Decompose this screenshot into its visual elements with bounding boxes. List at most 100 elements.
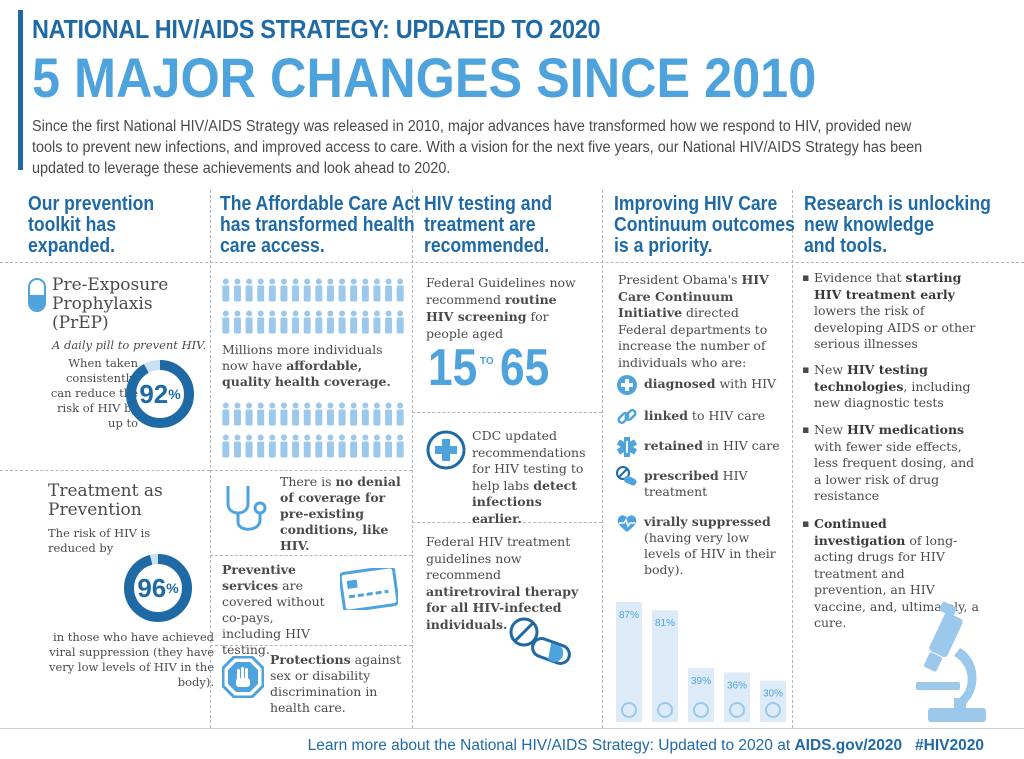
research-bold: starting HIV treatment early — [814, 270, 962, 302]
heading-line: new knowledge — [804, 214, 935, 236]
person-icon — [268, 434, 276, 458]
treatment-guidelines-text: Federal HIV treatment guidelines now rec… — [426, 534, 592, 633]
prep-text: When taken consistently, can reduce the … — [50, 356, 138, 430]
screening-pre: Federal Guidelines now recommend — [426, 275, 576, 307]
people-icons-row — [222, 310, 404, 334]
testing-column: HIV testing and treatment are recommende… — [424, 190, 592, 728]
heading-line: treatment are — [424, 214, 536, 236]
step-bold: retained — [644, 438, 703, 453]
research-post: of long-acting drugs for HIV treatment a… — [814, 532, 979, 631]
person-icon — [257, 278, 265, 302]
heading-line: is a priority. — [614, 235, 713, 257]
column-divider — [210, 190, 211, 728]
prep-title-line: Prophylaxis — [52, 294, 153, 314]
heart-pulse-icon — [617, 515, 637, 532]
step-rest: HIV treatment — [644, 468, 748, 499]
prevention-heading: Our prevention toolkit has expanded. — [28, 194, 154, 257]
bar-prescribed — [724, 672, 750, 722]
heading-line: has transformed health — [220, 214, 415, 236]
heading-line: recommended. — [424, 235, 550, 257]
person-icon — [326, 434, 334, 458]
title-small: NATIONAL HIV/AIDS STRATEGY: UPDATED TO 2… — [32, 14, 601, 44]
step-rest: in HIV care — [702, 438, 780, 453]
person-icon — [280, 434, 288, 458]
research-item: Evidence that starting HIV treatment ear… — [802, 270, 980, 353]
heading-line: Research is unlocking — [804, 193, 991, 215]
person-icon — [396, 434, 404, 458]
protections-rest: against sex or disability discrimination… — [270, 652, 402, 715]
stop-hand-icon — [222, 656, 264, 698]
person-icon — [373, 434, 381, 458]
footer-link[interactable]: AIDS.gov/2020 — [794, 737, 903, 754]
people-icons-row — [222, 278, 404, 302]
plus-circle-icon — [617, 375, 637, 395]
person-icon — [280, 310, 288, 334]
preventive-bold: Preventive services — [222, 562, 296, 593]
age-to: 65 — [500, 339, 550, 397]
person-icon — [338, 310, 346, 334]
bar-value-label: 36% — [727, 680, 747, 691]
treatment-text: The risk of HIV is reduced by — [48, 526, 151, 555]
pill-icon — [616, 466, 637, 486]
person-icon — [257, 434, 265, 458]
research-post: lowers the risk of developing AIDS or ot… — [814, 303, 976, 351]
person-icon — [222, 434, 230, 458]
heading-line: expanded. — [28, 235, 116, 257]
person-icon — [222, 402, 230, 426]
heading-line: The Affordable Care Act — [220, 193, 421, 215]
link-icon — [617, 408, 637, 425]
person-icon — [350, 434, 358, 458]
person-icon — [292, 402, 300, 426]
denial-pre: There is — [280, 474, 336, 489]
prep-title-line: Pre-Exposure — [52, 275, 169, 295]
research-pre: Evidence that — [814, 270, 906, 285]
person-icon — [396, 402, 404, 426]
insurance-card-icon — [340, 568, 398, 610]
continuum-step-text: diagnosed with HIV — [644, 376, 786, 392]
guidelines-pre: Federal HIV treatment guidelines now rec… — [426, 534, 571, 582]
person-icon — [338, 278, 346, 302]
person-icon — [361, 278, 369, 302]
heading-line: Our prevention — [28, 193, 155, 215]
step-rest: with HIV — [715, 376, 777, 391]
percent-sign: % — [168, 386, 181, 402]
prep-percent: 92% — [124, 358, 196, 430]
continuum-step-text: prescribed HIV treatment — [644, 468, 786, 500]
person-icon — [303, 402, 311, 426]
age-from: 15 — [428, 339, 478, 397]
title-big: 5 MAJOR CHANGES SINCE 2010 — [32, 46, 817, 109]
person-icon — [396, 310, 404, 334]
person-icon — [350, 310, 358, 334]
footer-divider — [0, 728, 1024, 729]
heading-line: and tools. — [804, 235, 888, 257]
protections-bold: Protections — [270, 652, 351, 667]
person-icon — [233, 310, 241, 334]
person-icon — [385, 434, 393, 458]
plus-circle-icon — [621, 702, 637, 718]
screening-post: for people aged — [426, 309, 549, 341]
header-accent-bar — [18, 10, 23, 170]
cdc-pre: CDC updated recommendations for HIV test… — [472, 428, 586, 493]
bar-value-label: 39% — [691, 676, 711, 687]
person-icon — [292, 434, 300, 458]
heading-line: Continuum outcomes — [614, 214, 795, 236]
person-icon — [315, 434, 323, 458]
footer-hashtag[interactable]: #HIV2020 — [915, 737, 984, 754]
screening-text: Federal Guidelines now recommend routine… — [426, 274, 586, 342]
care-continuum-column: Improving HIV Care Continuum outcomes is… — [614, 190, 795, 728]
person-icon — [315, 402, 323, 426]
row-divider — [210, 470, 412, 471]
bar-diagnosed — [616, 601, 642, 722]
person-icon — [338, 402, 346, 426]
medical-cross-icon — [426, 430, 466, 470]
person-icon — [303, 278, 311, 302]
step-bold: prescribed — [644, 468, 719, 483]
row-divider — [210, 645, 412, 646]
step-bold: diagnosed — [644, 376, 716, 391]
research-post: , including new diagnostic tests — [814, 378, 971, 411]
treatment-donut: 96% — [122, 552, 194, 624]
person-icon — [245, 278, 253, 302]
person-icon — [292, 310, 300, 334]
person-icon — [222, 310, 230, 334]
guidelines-bold: antiretroviral therapy for all HIV-infec… — [426, 583, 579, 632]
